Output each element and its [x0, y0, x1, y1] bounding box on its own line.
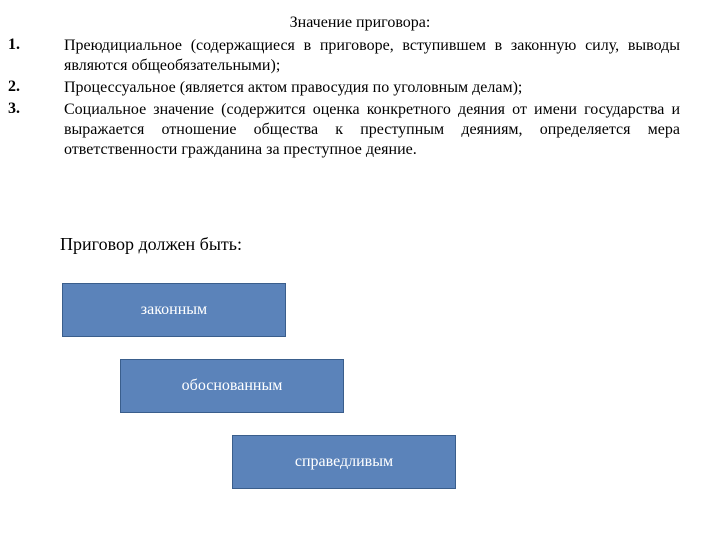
numbered-list: 1. Преюдициальное (содержащиеся в пригов…: [40, 36, 680, 160]
list-item-text: Процессуальное (является актом правосуди…: [64, 78, 680, 98]
requirement-box-lawful: законным: [62, 283, 286, 337]
requirement-box-justified: обоснованным: [120, 359, 344, 413]
list-item: 2. Процессуальное (является актом правос…: [40, 78, 680, 98]
list-item: 1. Преюдициальное (содержащиеся в пригов…: [40, 36, 680, 76]
list-item-number: 2.: [8, 78, 32, 98]
requirement-box-label: справедливым: [295, 453, 393, 471]
requirement-box-label: обоснованным: [182, 377, 283, 395]
section-subtitle: Приговор должен быть:: [60, 234, 680, 255]
requirement-box-fair: справедливым: [232, 435, 456, 489]
page-title: Значение приговора:: [40, 14, 680, 32]
list-item-number: 1.: [8, 36, 32, 76]
list-item: 3. Социальное значение (содержится оценк…: [40, 100, 680, 160]
list-item-text: Социальное значение (содержится оценка к…: [64, 100, 680, 160]
list-item-text: Преюдициальное (содержащиеся в приговоре…: [64, 36, 680, 76]
list-item-number: 3.: [8, 100, 32, 160]
requirement-box-label: законным: [141, 301, 207, 319]
